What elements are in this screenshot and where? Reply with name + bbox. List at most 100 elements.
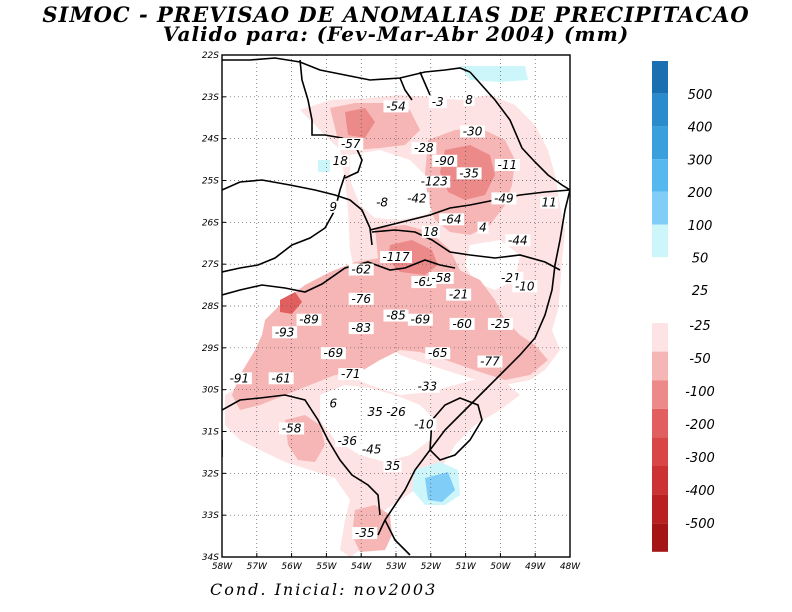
lat-tick-label: 23S: [202, 93, 219, 103]
value-label-bg: [331, 154, 350, 167]
lon-tick-label: 58W: [212, 562, 233, 572]
value-label: -3: [432, 95, 444, 109]
value-label-bg: [359, 443, 385, 456]
colorbar-negative-segment: [652, 351, 668, 381]
value-label: -91: [230, 371, 250, 385]
value-label: 18: [423, 225, 439, 239]
value-label: -25: [491, 317, 511, 331]
value-label-bg: [512, 280, 538, 293]
value-label-bg: [446, 288, 472, 301]
colorbar: 500 400 300 200 100 50 25 -25 -50 -100 -200 -300 -40…: [652, 61, 715, 552]
colorbar-negative-label: -100: [685, 385, 715, 400]
value-label-bg: [425, 347, 451, 360]
colorbar-negative-label: -300: [685, 451, 715, 466]
initial-condition-label: Cond. Inicial: nov2003: [210, 580, 438, 599]
shade-positive-pr: [318, 160, 330, 172]
colorbar-negative-label: -200: [685, 418, 715, 433]
value-label: -58: [282, 422, 302, 436]
value-label: -30: [463, 124, 483, 138]
lon-tick-label: 57W: [247, 562, 268, 572]
colorbar-positive-label: 25: [692, 284, 709, 299]
colorbar-negative-label: -25: [689, 319, 710, 334]
value-label-bg: [404, 192, 430, 205]
value-label: -36: [337, 434, 357, 448]
colorbar-positive-segment: [652, 159, 668, 192]
lon-tick-label: 48W: [560, 562, 581, 572]
lat-tick-label: 30S: [202, 386, 219, 396]
value-label: -62: [351, 263, 371, 277]
lat-tick-label: 31S: [202, 428, 219, 438]
value-label: -45: [362, 442, 382, 456]
value-label-bg: [505, 234, 531, 247]
anomaly-value-labels: -54 -3 8 -30 -57 -28 18 -90 -11 -35 -123 -42 -49 11 9 -…: [226, 93, 559, 540]
colorbar-negative-label: -500: [685, 517, 715, 532]
lat-tick-label: 33S: [202, 511, 219, 521]
value-label: -76: [351, 292, 371, 306]
colorbar-positive-label: 100: [688, 219, 713, 234]
border-paraguay-east: [222, 174, 346, 273]
value-label: 35: [367, 405, 382, 419]
value-label: -93: [275, 325, 295, 339]
value-label: -71: [341, 367, 361, 381]
value-label: -28: [414, 141, 434, 155]
value-label: -117: [382, 250, 410, 264]
lat-tick-label: 29S: [202, 344, 219, 354]
coastline-north: [399, 71, 431, 101]
value-label-bg: [296, 313, 322, 326]
shade-strong-negative-sc: [388, 240, 438, 275]
lat-tick-label: 26S: [202, 218, 219, 228]
colorbar-negative-segment: [652, 466, 668, 495]
lat-tick-label: 28S: [202, 302, 219, 312]
value-label: -54: [386, 99, 406, 113]
lat-tick-label: 24S: [202, 135, 219, 145]
value-label: 18: [333, 154, 349, 168]
colorbar-negative-label: -50: [689, 352, 710, 367]
value-label: -60: [452, 317, 472, 331]
value-label: -64: [442, 212, 462, 226]
lagoa-dos-patos: [429, 397, 483, 461]
value-label: -83: [351, 321, 371, 335]
colorbar-positive-label: 500: [688, 88, 713, 103]
map-title: SIMOC - PREVISAO DE ANOMALIAS DE PRECIPI…: [42, 2, 750, 27]
value-label: -35: [355, 526, 375, 540]
border-parana-sp: [299, 59, 363, 179]
colorbar-positive-segment: [652, 126, 668, 160]
colorbar-negative-segment: [652, 437, 668, 466]
longitude-axis: 58W 57W 56W 55W 54W 53W 52W 51W 50W 49W 48W: [212, 553, 581, 572]
value-label: 8: [465, 93, 473, 107]
colorbar-positive-segment: [652, 61, 668, 94]
value-label: -123: [421, 175, 448, 189]
border-sc-rs: [371, 229, 561, 271]
value-label: -42: [407, 191, 427, 205]
value-label-bg: [411, 418, 437, 431]
value-label: 6: [330, 396, 338, 410]
value-label-bg: [463, 94, 475, 107]
value-label: -44: [508, 233, 528, 247]
coastline-east: [377, 71, 570, 536]
uruguay-border: [222, 440, 411, 556]
lon-tick-label: 55W: [316, 562, 337, 572]
shade-positive-north: [460, 66, 528, 82]
value-label-bg: [348, 322, 374, 335]
value-label-bg: [456, 167, 482, 180]
value-label-bg: [428, 271, 454, 284]
value-label-bg: [348, 263, 374, 276]
lat-tick-label: 32S: [202, 469, 219, 479]
colorbar-negative-segment: [652, 380, 668, 409]
value-label: -85: [386, 309, 406, 323]
value-label-bg: [383, 405, 409, 418]
value-label-bg: [491, 192, 517, 205]
value-label: -49: [494, 191, 514, 205]
border-pr-sc: [369, 189, 570, 231]
lon-tick-label: 50W: [490, 562, 511, 572]
value-label: -90: [435, 154, 455, 168]
map-subtitle: Valido para: (Fev-Mar-Abr 2004) (mm): [162, 22, 630, 46]
latitude-axis: 22S 23S 24S 25S 26S 27S 28S 29S 30S 31S 32S 33S 34S: [202, 51, 226, 563]
colorbar-negative-segment: [652, 408, 668, 438]
value-label-bg: [334, 435, 360, 448]
border-rio-grande-sw: [222, 394, 381, 516]
lon-tick-label: 56W: [281, 562, 302, 572]
value-label-bg: [428, 96, 447, 109]
value-label-bg: [460, 125, 486, 138]
value-label: -69: [411, 313, 431, 327]
